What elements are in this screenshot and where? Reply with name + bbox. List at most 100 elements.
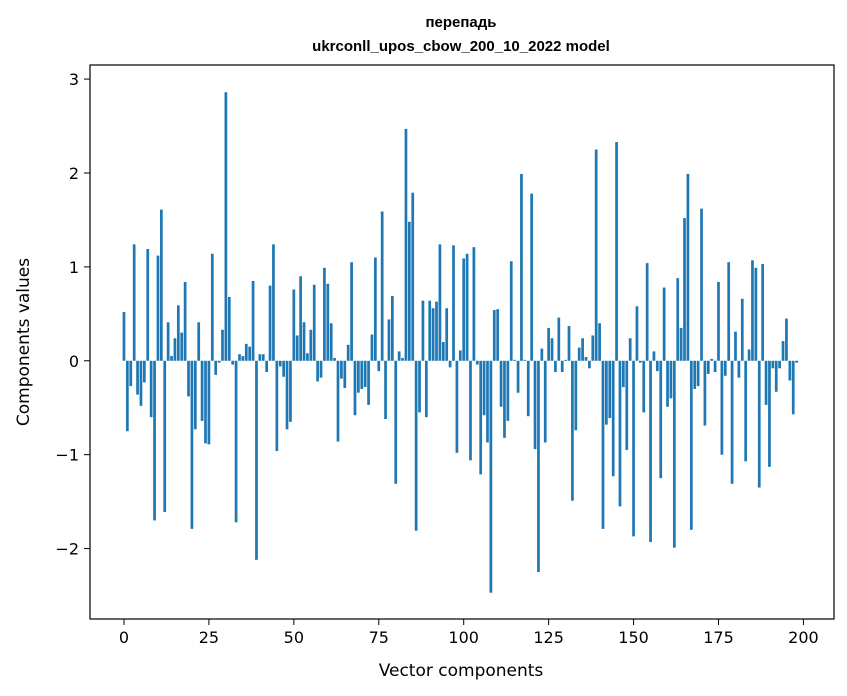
- bar-183: [744, 360, 748, 462]
- bar-45: [275, 360, 279, 451]
- bar-41: [261, 354, 265, 361]
- bar-146: [618, 360, 622, 507]
- bar-134: [577, 347, 581, 361]
- bar-119: [526, 360, 530, 417]
- bar-192: [774, 360, 778, 392]
- bar-113: [506, 360, 510, 421]
- bar-34: [238, 354, 241, 361]
- bar-109: [492, 310, 496, 361]
- bar-100: [462, 258, 466, 361]
- bar-125: [547, 327, 550, 361]
- bar-11: [159, 209, 163, 361]
- bar-168: [693, 360, 697, 389]
- bar-65: [343, 360, 347, 389]
- bar-47: [282, 360, 285, 377]
- bar-90: [428, 300, 432, 361]
- bar-44: [272, 244, 275, 361]
- bar-155: [649, 360, 652, 542]
- bar-139: [594, 149, 598, 361]
- bar-108: [489, 360, 493, 593]
- bar-51: [295, 335, 299, 361]
- bar-8: [149, 360, 153, 418]
- x-tick-label: 200: [788, 628, 819, 647]
- bar-102: [469, 360, 472, 461]
- bar-111: [499, 360, 503, 407]
- bar-179: [730, 360, 734, 484]
- bars-group: [122, 92, 798, 593]
- bar-80: [394, 360, 398, 484]
- bar-69: [357, 360, 360, 393]
- bar-191: [771, 360, 775, 369]
- bar-53: [302, 322, 306, 361]
- bar-181: [737, 360, 741, 378]
- bar-26: [210, 253, 214, 361]
- x-tick-label: 150: [618, 628, 649, 647]
- bar-126: [550, 338, 554, 361]
- bar-24: [204, 360, 207, 444]
- chart-title-line2: ukrconll_upos_cbow_200_10_2022 model: [312, 38, 610, 55]
- bar-21: [193, 360, 197, 430]
- bar-138: [591, 335, 595, 361]
- y-axis-label: Components values: [14, 258, 34, 426]
- bar-32: [231, 360, 235, 365]
- bar-61: [329, 323, 333, 361]
- bar-10: [156, 255, 160, 361]
- bar-36: [244, 343, 248, 361]
- bar-64: [340, 360, 343, 379]
- bar-176: [720, 360, 724, 455]
- bar-129: [560, 360, 564, 373]
- bar-122: [537, 360, 540, 573]
- bar-110: [496, 309, 500, 361]
- x-axis-ticks: 0 25 50 75 100 125 150 175 200: [119, 619, 819, 647]
- bar-120: [530, 193, 533, 361]
- bar-33: [234, 360, 238, 523]
- bar-180: [734, 331, 737, 361]
- bar-118: [523, 359, 527, 361]
- bar-137: [588, 360, 591, 369]
- bar-97: [452, 245, 455, 361]
- bar-17: [180, 332, 184, 361]
- bar-93: [438, 244, 442, 361]
- bar-123: [540, 348, 544, 361]
- bar-0: [122, 311, 126, 361]
- bar-130: [564, 359, 567, 361]
- bar-101: [465, 253, 469, 361]
- bar-3: [132, 244, 136, 361]
- bar-150: [632, 360, 635, 537]
- bar-131: [567, 326, 571, 361]
- bar-99: [458, 350, 462, 361]
- bar-177: [723, 360, 727, 376]
- bar-135: [581, 338, 584, 361]
- bar-136: [584, 357, 588, 361]
- bar-29: [221, 329, 224, 361]
- bar-117: [520, 173, 523, 361]
- bar-78: [387, 319, 391, 361]
- bar-184: [747, 349, 751, 361]
- bar-188: [761, 264, 765, 361]
- bar-48: [285, 360, 289, 430]
- x-tick-label: 50: [284, 628, 304, 647]
- bar-163: [676, 278, 680, 361]
- bar-86: [414, 360, 418, 531]
- bar-46: [278, 360, 282, 367]
- x-axis-label: Vector components: [379, 661, 544, 681]
- bar-79: [391, 295, 394, 361]
- bar-95: [445, 308, 449, 361]
- bar-85: [411, 192, 415, 361]
- bar-82: [401, 357, 404, 361]
- bar-112: [503, 360, 506, 438]
- bar-165: [683, 218, 686, 361]
- bar-49: [289, 360, 292, 422]
- bar-16: [176, 305, 180, 361]
- bar-156: [652, 351, 656, 361]
- bar-159: [662, 287, 666, 361]
- bar-96: [448, 360, 452, 368]
- bar-18: [183, 281, 187, 361]
- bar-59: [323, 267, 326, 361]
- bar-88: [421, 300, 425, 361]
- bar-81: [397, 351, 401, 361]
- bar-38: [251, 280, 255, 361]
- bar-72: [367, 360, 370, 405]
- bar-142: [605, 360, 608, 425]
